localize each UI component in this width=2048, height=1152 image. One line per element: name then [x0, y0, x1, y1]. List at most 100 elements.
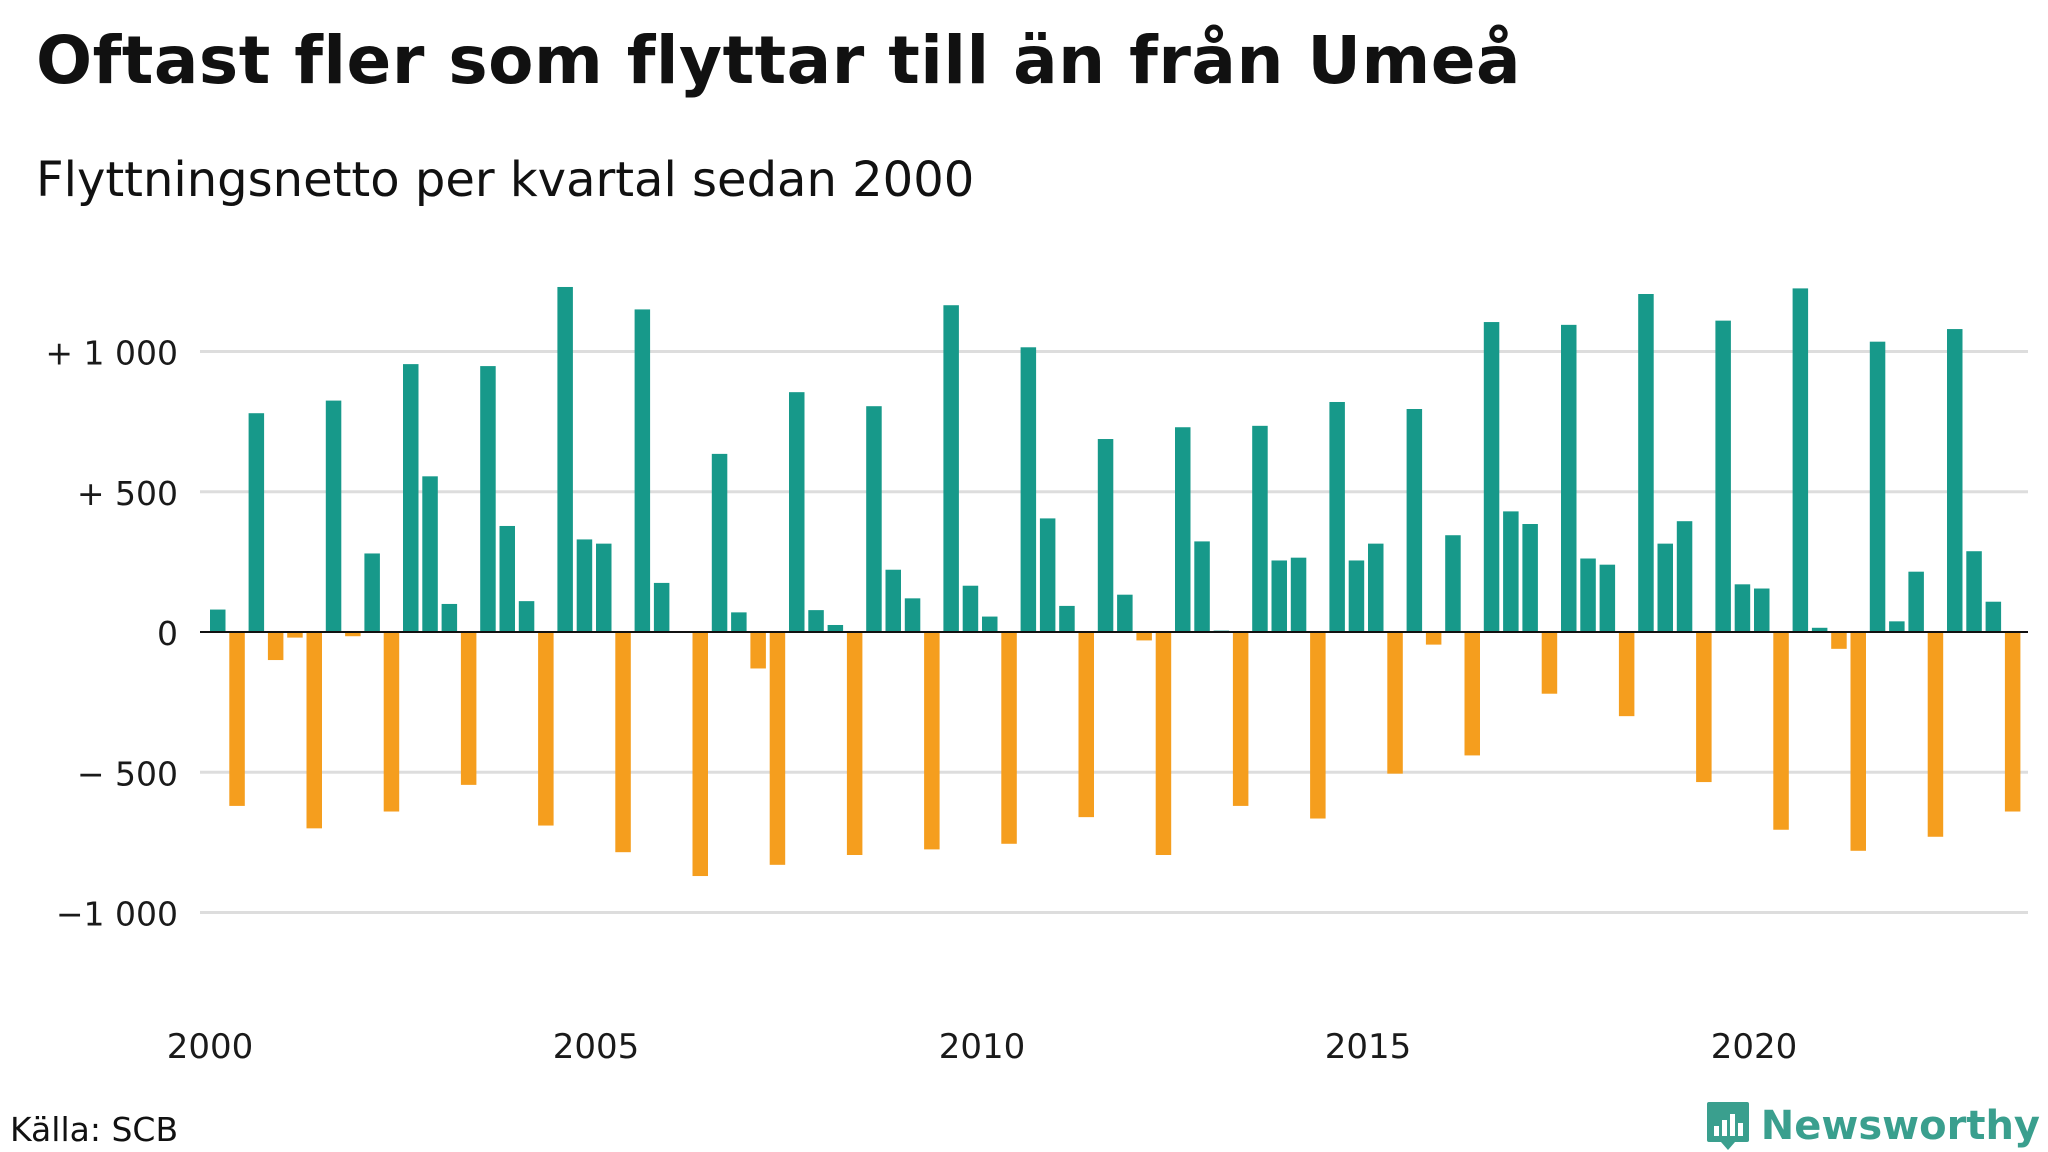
bar-positive	[1580, 558, 1596, 632]
bar-positive	[325, 400, 342, 632]
bar-positive	[1889, 621, 1905, 632]
bar-negative	[267, 632, 284, 661]
chart-subtitle: Flyttningsnetto per kvartal sedan 2000	[36, 152, 975, 208]
bar-negative	[1310, 632, 1326, 819]
bar-negative	[460, 632, 477, 785]
bar-positive	[1175, 427, 1191, 633]
bar-positive	[1522, 524, 1538, 632]
bar-positive	[982, 616, 998, 632]
bar-negative	[1078, 632, 1094, 818]
bar-positive	[885, 569, 901, 632]
bar-positive	[403, 364, 419, 632]
bar-negative	[1850, 632, 1866, 851]
x-tick-label: 2020	[1711, 1027, 1798, 1067]
bar-positive	[1406, 409, 1423, 632]
bars	[210, 286, 2021, 877]
x-tick-label: 2015	[1325, 1027, 1412, 1067]
bar-negative	[1927, 632, 1944, 837]
bar-negative	[383, 632, 400, 812]
bar-negative	[306, 632, 322, 829]
bar-positive	[711, 453, 728, 632]
bar-positive	[1715, 320, 1731, 632]
bar-positive	[557, 286, 573, 632]
bar-positive	[1020, 347, 1037, 632]
bar-positive	[1271, 560, 1287, 632]
bar-negative	[1541, 632, 1558, 694]
bar-negative	[1232, 632, 1249, 806]
bar-positive	[480, 366, 496, 632]
bar-positive	[1792, 288, 1809, 632]
x-tick-label: 2010	[939, 1027, 1026, 1067]
bar-positive	[1908, 571, 1924, 632]
x-tick-label: 2005	[553, 1027, 640, 1067]
bar-positive	[1638, 294, 1654, 632]
bar-positive	[943, 305, 959, 632]
bar-positive	[1985, 601, 2002, 632]
bar-positive	[1290, 557, 1307, 632]
bar-negative	[229, 632, 245, 806]
logo-text: Newsworthy	[1760, 1103, 2040, 1149]
bar-positive	[518, 601, 535, 632]
bar-positive	[789, 392, 805, 632]
newsworthy-logo-icon	[1706, 1102, 1749, 1150]
bar-positive	[248, 413, 265, 632]
bar-positive	[1252, 425, 1268, 632]
bar-positive	[1329, 401, 1345, 632]
bar-negative	[1696, 632, 1712, 783]
y-tick-label: + 1 000	[45, 334, 178, 373]
bar-positive	[1754, 588, 1770, 632]
bar-negative	[1773, 632, 1789, 830]
bar-positive	[1039, 518, 1056, 632]
y-tick-label: − 500	[77, 754, 178, 793]
bar-positive	[1483, 322, 1500, 632]
bar-positive	[634, 309, 651, 632]
bar-positive	[1599, 564, 1616, 632]
bar-negative	[538, 632, 554, 826]
chart-title: Oftast fler som flyttar till än från Ume…	[36, 22, 1522, 99]
bar-positive	[1947, 329, 1963, 632]
bar-negative	[750, 632, 766, 669]
y-tick-label: −1 000	[56, 895, 178, 934]
bar-positive	[1368, 543, 1384, 632]
bar-positive	[1657, 543, 1673, 632]
bar-negative	[1831, 632, 1847, 649]
bar-negative	[769, 632, 786, 865]
bar-positive	[1445, 535, 1461, 632]
bar-positive	[1734, 584, 1751, 633]
bar-positive	[1811, 627, 1828, 632]
newsworthy-logo: Newsworthy	[1705, 1100, 2040, 1152]
bar-positive	[499, 525, 515, 632]
bar-positive	[827, 624, 844, 632]
bar-positive	[422, 476, 438, 632]
bar-positive	[1059, 605, 1075, 632]
y-axis-labels: + 1 000 + 500 0 − 500 −1 000	[45, 334, 178, 934]
x-axis-labels: 2000 2005 2010 2015 2020	[167, 1027, 1798, 1067]
bar-negative	[846, 632, 863, 855]
bar-negative	[1618, 632, 1635, 717]
bar-negative	[287, 632, 303, 638]
bar-negative	[692, 632, 708, 877]
bar-negative	[1136, 632, 1152, 641]
bar-positive	[1097, 439, 1114, 632]
x-tick-label: 2000	[167, 1027, 254, 1067]
bar-positive	[1117, 594, 1133, 632]
bar-positive	[1561, 324, 1577, 632]
bar-positive	[364, 553, 380, 632]
bar-positive	[962, 585, 979, 632]
bar-negative	[1155, 632, 1172, 855]
bar-positive	[866, 406, 882, 632]
y-tick-label: + 500	[77, 474, 178, 513]
bar-positive	[441, 603, 458, 632]
bar-positive	[1676, 521, 1693, 632]
bar-negative	[345, 632, 361, 637]
bar-negative	[924, 632, 940, 850]
bar-positive	[904, 598, 921, 632]
bar-negative	[1425, 632, 1442, 645]
bar-negative	[615, 632, 631, 853]
bar-positive	[731, 612, 747, 633]
bar-positive	[653, 582, 670, 632]
bar-negative	[1001, 632, 1017, 844]
bar-negative	[1464, 632, 1480, 756]
bar-positive	[1869, 341, 1886, 632]
